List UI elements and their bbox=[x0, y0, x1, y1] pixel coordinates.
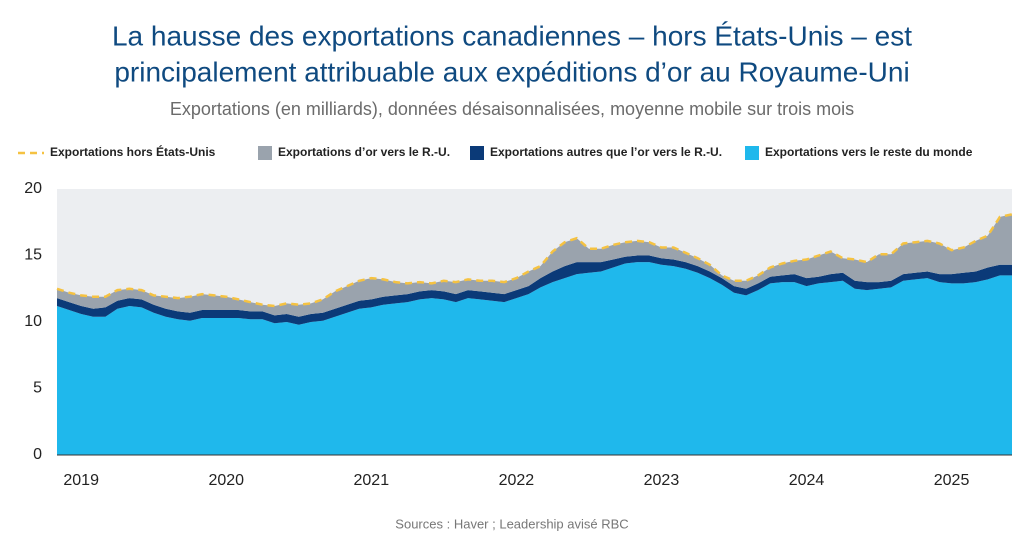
y-tick-label: 0 bbox=[33, 446, 42, 463]
y-tick-label: 20 bbox=[24, 180, 42, 197]
x-tick-label: 2021 bbox=[354, 472, 390, 489]
x-tick-label: 2019 bbox=[63, 472, 99, 489]
chart-title: principalement attribuable aux expéditio… bbox=[114, 56, 909, 87]
area bbox=[57, 214, 1012, 317]
x-tick-label: 2022 bbox=[499, 472, 535, 489]
legend-swatch bbox=[258, 146, 272, 160]
legend-swatch bbox=[470, 146, 484, 160]
area bbox=[57, 255, 1012, 325]
legend-label: Exportations autres que l’or vers le R.-… bbox=[490, 145, 722, 159]
chart-subtitle: Exportations (en milliards), données dés… bbox=[170, 99, 854, 119]
source: Sources : Haver ; Leadership avisé RBC bbox=[395, 516, 628, 531]
x-tick-label: 2020 bbox=[208, 472, 244, 489]
chart-title: La hausse des exportations canadiennes –… bbox=[112, 20, 912, 51]
legend-swatch bbox=[745, 146, 759, 160]
total-line bbox=[56, 213, 1013, 308]
y-tick-label: 15 bbox=[24, 247, 42, 264]
y-tick-label: 10 bbox=[24, 313, 42, 330]
x-tick-label: 2023 bbox=[644, 472, 680, 489]
x-tick-label: 2025 bbox=[934, 472, 970, 489]
x-tick-label: 2024 bbox=[789, 472, 825, 489]
y-tick-label: 5 bbox=[33, 380, 42, 397]
legend-label: Exportations hors États-Unis bbox=[50, 144, 216, 159]
area bbox=[57, 262, 1012, 455]
legend-label: Exportations vers le reste du monde bbox=[765, 145, 973, 159]
legend-label: Exportations d’or vers le R.-U. bbox=[278, 145, 450, 159]
